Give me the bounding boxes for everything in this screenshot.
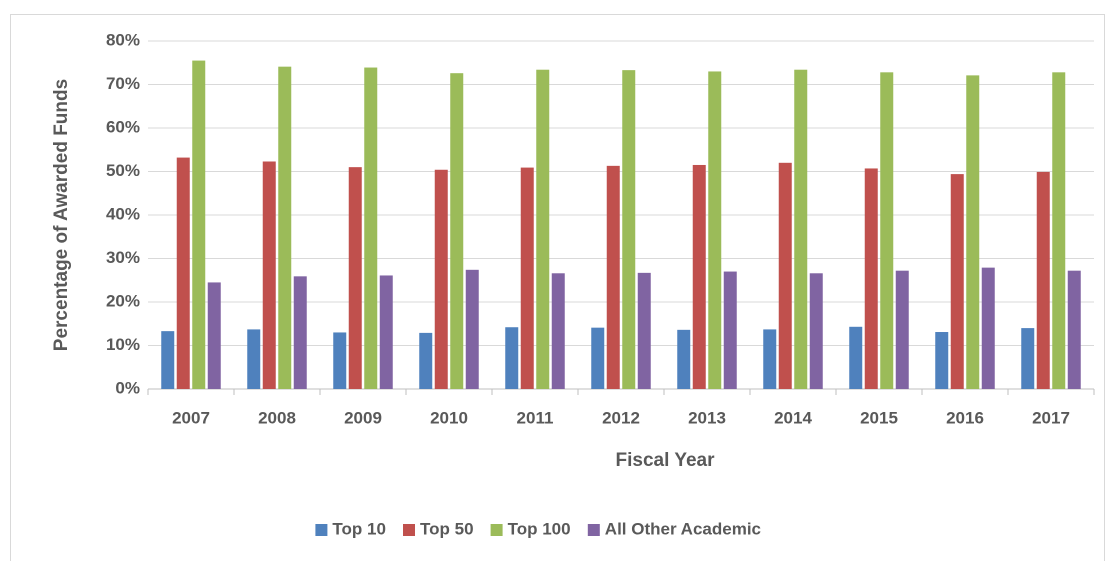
x-tick-label: 2008 (258, 408, 296, 427)
bar (864, 168, 878, 389)
bar (809, 273, 823, 389)
bar (966, 75, 980, 390)
bar (207, 282, 221, 389)
y-tick-label: 40% (106, 204, 140, 223)
bar (364, 67, 378, 389)
y-tick-label: 60% (106, 117, 140, 136)
bar (192, 60, 206, 389)
legend-swatch (315, 524, 328, 536)
bar (692, 164, 706, 389)
y-tick-label: 80% (106, 30, 140, 49)
bar (981, 267, 995, 389)
bar (1036, 171, 1050, 389)
x-tick-label: 2011 (517, 408, 554, 427)
legend-swatch (587, 524, 600, 536)
bar (278, 66, 292, 389)
legend-label: Top 50 (420, 519, 474, 538)
x-tick-label: 2013 (688, 408, 726, 427)
bar (465, 269, 479, 389)
bar (419, 332, 433, 389)
bar (637, 272, 651, 389)
bar (591, 327, 605, 389)
bar (247, 329, 261, 389)
x-tick-label: 2014 (774, 408, 812, 427)
bar (536, 69, 550, 390)
x-tick-label: 2016 (946, 408, 984, 427)
bar (935, 332, 949, 389)
bar (708, 71, 722, 389)
bar (379, 275, 393, 389)
bar (262, 161, 276, 389)
bar (950, 174, 964, 389)
y-tick-label: 50% (106, 161, 140, 180)
bar (763, 329, 777, 389)
bar (505, 327, 519, 389)
bar (520, 167, 534, 389)
legend-label: Top 10 (332, 519, 386, 538)
bar (895, 270, 909, 389)
bar (849, 326, 863, 389)
bar (293, 276, 307, 389)
bar (778, 162, 792, 389)
bar (333, 332, 347, 389)
bar (606, 165, 620, 389)
x-tick-label: 2009 (344, 408, 382, 427)
bar (723, 271, 737, 389)
bar (450, 73, 464, 389)
legend-swatch (403, 524, 415, 536)
y-tick-label: 10% (106, 335, 140, 354)
bar (622, 70, 636, 390)
y-tick-label: 0% (115, 378, 140, 397)
bar (677, 329, 691, 389)
y-tick-label: 20% (106, 291, 140, 310)
bar (348, 167, 362, 389)
x-axis-label: Fiscal Year (616, 450, 716, 471)
y-tick-label: 70% (106, 74, 140, 93)
x-tick-label: 2012 (602, 408, 640, 427)
bar (434, 169, 448, 389)
x-tick-label: 2010 (430, 408, 468, 427)
bar (794, 69, 808, 390)
bar (1067, 270, 1081, 389)
bar (551, 273, 565, 389)
bar (1021, 328, 1035, 389)
y-axis-label: Percentage of Awarded Funds (51, 79, 72, 351)
bar (1052, 72, 1066, 389)
bar (161, 331, 175, 389)
legend-label: All Other Academic (605, 519, 761, 538)
legend-swatch (490, 524, 503, 536)
x-tick-label: 2017 (1032, 408, 1070, 427)
bar (880, 72, 894, 389)
x-tick-label: 2015 (860, 408, 898, 427)
y-tick-label: 30% (106, 248, 140, 267)
legend-label: Top 100 (508, 519, 571, 538)
x-tick-label: 2007 (172, 408, 210, 427)
bar (176, 157, 190, 389)
